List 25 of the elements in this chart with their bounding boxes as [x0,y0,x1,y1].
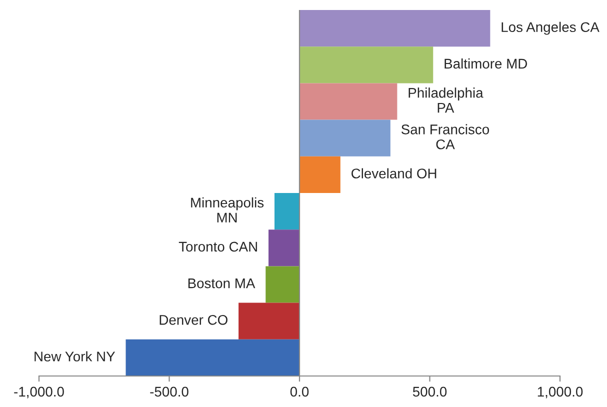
bar [300,156,340,193]
x-tick-label: 500.0 [412,386,447,397]
bar [266,266,300,303]
bar [268,230,300,266]
bar [300,120,390,156]
x-tick-label: -500.0 [150,386,188,397]
bar [238,302,300,340]
y-tick-label: New York NY [34,351,116,362]
x-tick-label: 1,000.0 [538,386,583,398]
y-tick-label: Philadelphia PA [408,88,484,113]
x-tick-label: 0.0 [290,386,309,397]
y-tick-label: Minneapolis MN [191,197,264,222]
y-tick-label: Baltimore MD [444,58,528,69]
bar [300,83,398,120]
bar [300,10,490,47]
y-tick-label: Cleveland OH [352,168,436,178]
bar [274,193,300,230]
y-tick-label: Los Angeles CA [502,22,600,35]
bar [126,339,300,376]
x-tick-label: -1,000.0 [14,386,64,398]
y-tick-label: Boston MA [188,278,256,288]
y-tick-label: Toronto CAN [178,242,257,252]
y-tick-label: San Francisco CA [401,124,490,150]
bar [300,46,434,84]
y-tick-label: Denver CO [160,314,228,325]
